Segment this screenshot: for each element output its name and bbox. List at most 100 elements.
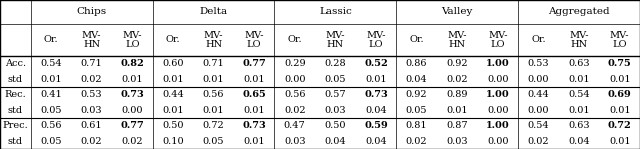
Text: 0.77: 0.77 bbox=[120, 121, 144, 130]
Text: 0.53: 0.53 bbox=[527, 59, 549, 68]
Text: 0.00: 0.00 bbox=[122, 106, 143, 115]
Text: 0.02: 0.02 bbox=[527, 137, 549, 146]
Text: Aggregated: Aggregated bbox=[548, 7, 610, 16]
Text: 0.82: 0.82 bbox=[120, 59, 144, 68]
Text: 0.05: 0.05 bbox=[406, 106, 428, 115]
Text: 0.02: 0.02 bbox=[122, 137, 143, 146]
Text: 0.47: 0.47 bbox=[284, 121, 306, 130]
Text: 0.04: 0.04 bbox=[406, 75, 428, 84]
Text: 0.01: 0.01 bbox=[609, 106, 630, 115]
Text: 0.69: 0.69 bbox=[608, 90, 632, 99]
Text: std: std bbox=[8, 75, 23, 84]
Text: 0.44: 0.44 bbox=[162, 90, 184, 99]
Text: 0.00: 0.00 bbox=[487, 137, 509, 146]
Text: Delta: Delta bbox=[200, 7, 228, 16]
Text: 0.02: 0.02 bbox=[447, 75, 468, 84]
Text: 0.73: 0.73 bbox=[120, 90, 144, 99]
Text: 0.01: 0.01 bbox=[609, 137, 630, 146]
Text: 0.01: 0.01 bbox=[243, 75, 265, 84]
Text: Or.: Or. bbox=[410, 35, 424, 44]
Text: 0.60: 0.60 bbox=[162, 59, 184, 68]
Text: 0.01: 0.01 bbox=[568, 75, 590, 84]
Text: 0.28: 0.28 bbox=[324, 59, 346, 68]
Text: 0.44: 0.44 bbox=[527, 90, 549, 99]
Text: 0.86: 0.86 bbox=[406, 59, 428, 68]
Text: 0.01: 0.01 bbox=[162, 75, 184, 84]
Text: 0.54: 0.54 bbox=[568, 90, 590, 99]
Text: 0.50: 0.50 bbox=[324, 121, 346, 130]
Text: MV-
LO: MV- LO bbox=[122, 31, 142, 49]
Text: 0.61: 0.61 bbox=[81, 121, 102, 130]
Text: 0.02: 0.02 bbox=[284, 106, 305, 115]
Text: 0.92: 0.92 bbox=[447, 59, 468, 68]
Text: 0.89: 0.89 bbox=[447, 90, 468, 99]
Text: 0.03: 0.03 bbox=[81, 106, 102, 115]
Text: 0.03: 0.03 bbox=[284, 137, 305, 146]
Text: Prec.: Prec. bbox=[3, 121, 28, 130]
Text: 0.01: 0.01 bbox=[568, 106, 590, 115]
Text: MV-
HN: MV- HN bbox=[326, 31, 345, 49]
Text: 0.02: 0.02 bbox=[81, 75, 102, 84]
Text: 0.71: 0.71 bbox=[81, 59, 102, 68]
Text: 0.01: 0.01 bbox=[122, 75, 143, 84]
Text: 0.04: 0.04 bbox=[324, 137, 346, 146]
Text: 0.72: 0.72 bbox=[608, 121, 632, 130]
Text: 0.02: 0.02 bbox=[81, 137, 102, 146]
Text: 0.72: 0.72 bbox=[203, 121, 225, 130]
Text: MV-
HN: MV- HN bbox=[570, 31, 589, 49]
Text: 0.01: 0.01 bbox=[203, 75, 224, 84]
Text: 0.04: 0.04 bbox=[568, 137, 590, 146]
Text: 0.56: 0.56 bbox=[203, 90, 224, 99]
Text: 0.04: 0.04 bbox=[365, 106, 387, 115]
Text: 0.01: 0.01 bbox=[162, 106, 184, 115]
Text: 0.01: 0.01 bbox=[447, 106, 468, 115]
Text: 0.05: 0.05 bbox=[324, 75, 346, 84]
Text: MV-
LO: MV- LO bbox=[244, 31, 264, 49]
Text: MV-
LO: MV- LO bbox=[366, 31, 386, 49]
Text: 1.00: 1.00 bbox=[486, 90, 509, 99]
Text: 0.81: 0.81 bbox=[406, 121, 428, 130]
Text: 0.57: 0.57 bbox=[324, 90, 346, 99]
Text: 0.04: 0.04 bbox=[365, 137, 387, 146]
Text: MV-
LO: MV- LO bbox=[610, 31, 630, 49]
Text: 1.00: 1.00 bbox=[486, 59, 509, 68]
Text: Acc.: Acc. bbox=[4, 59, 26, 68]
Text: 0.92: 0.92 bbox=[406, 90, 428, 99]
Text: 0.02: 0.02 bbox=[406, 137, 428, 146]
Text: 0.01: 0.01 bbox=[609, 75, 630, 84]
Text: 0.03: 0.03 bbox=[447, 137, 468, 146]
Text: 0.01: 0.01 bbox=[243, 106, 265, 115]
Text: 0.01: 0.01 bbox=[365, 75, 387, 84]
Text: 0.29: 0.29 bbox=[284, 59, 305, 68]
Text: 0.00: 0.00 bbox=[487, 106, 509, 115]
Text: 0.00: 0.00 bbox=[528, 75, 549, 84]
Text: Rec.: Rec. bbox=[4, 90, 26, 99]
Text: MV-
HN: MV- HN bbox=[447, 31, 467, 49]
Text: 0.59: 0.59 bbox=[364, 121, 388, 130]
Text: 0.54: 0.54 bbox=[40, 59, 62, 68]
Text: 0.53: 0.53 bbox=[81, 90, 102, 99]
Text: Lassic: Lassic bbox=[319, 7, 352, 16]
Text: std: std bbox=[8, 137, 23, 146]
Text: 0.52: 0.52 bbox=[364, 59, 388, 68]
Text: 0.65: 0.65 bbox=[243, 90, 266, 99]
Text: 0.01: 0.01 bbox=[40, 75, 62, 84]
Text: Or.: Or. bbox=[44, 35, 58, 44]
Text: 0.87: 0.87 bbox=[447, 121, 468, 130]
Text: Or.: Or. bbox=[166, 35, 180, 44]
Text: 0.56: 0.56 bbox=[284, 90, 305, 99]
Text: 1.00: 1.00 bbox=[486, 121, 509, 130]
Text: 0.50: 0.50 bbox=[162, 121, 184, 130]
Text: 0.71: 0.71 bbox=[203, 59, 225, 68]
Text: 0.00: 0.00 bbox=[284, 75, 305, 84]
Text: 0.05: 0.05 bbox=[40, 137, 62, 146]
Text: Or.: Or. bbox=[287, 35, 302, 44]
Text: 0.10: 0.10 bbox=[162, 137, 184, 146]
Text: 0.41: 0.41 bbox=[40, 90, 62, 99]
Text: 0.03: 0.03 bbox=[324, 106, 346, 115]
Text: 0.63: 0.63 bbox=[568, 59, 590, 68]
Text: 0.56: 0.56 bbox=[40, 121, 62, 130]
Text: 0.01: 0.01 bbox=[203, 106, 224, 115]
Text: 0.00: 0.00 bbox=[528, 106, 549, 115]
Text: 0.05: 0.05 bbox=[203, 137, 224, 146]
